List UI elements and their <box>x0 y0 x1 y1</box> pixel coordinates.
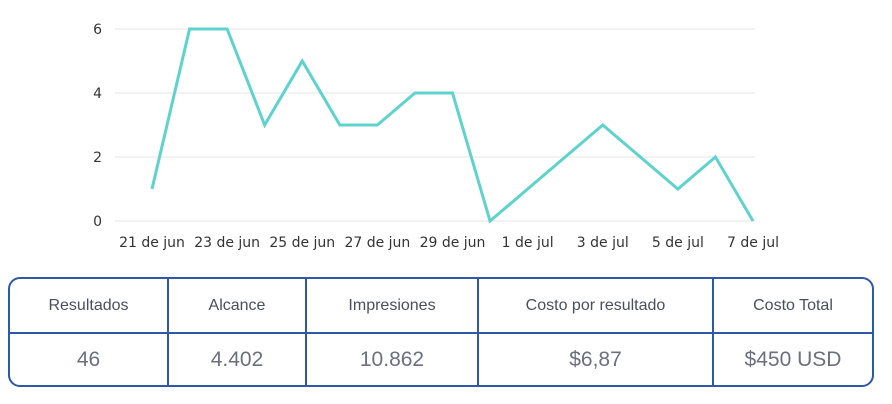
x-tick-label: 3 de jul <box>577 235 629 251</box>
metric-resultados: Resultados 46 <box>10 279 169 385</box>
y-tick-label: 6 <box>93 22 102 38</box>
results-line-chart: 0 2 4 6 21 de jun 23 de jun 25 de jun 27 de ju… <box>93 22 779 251</box>
metric-alcance-label: Alcance <box>169 279 305 334</box>
metric-costo-por-resultado-value: $6,87 <box>569 347 622 371</box>
metric-alcance: Alcance 4.402 <box>169 279 307 385</box>
y-tick-label: 4 <box>93 86 102 102</box>
chart-grid <box>115 28 755 222</box>
y-tick-label: 2 <box>93 150 102 166</box>
metric-costo-total: Costo Total $450 USD <box>714 279 872 385</box>
x-axis-ticks: 21 de jun 23 de jun 25 de jun 27 de jun 29 d… <box>119 235 779 251</box>
x-tick-label: 27 de jun <box>344 235 410 251</box>
metric-impresiones: Impresiones 10.862 <box>307 279 479 385</box>
y-tick-label: 0 <box>93 214 102 230</box>
metric-impresiones-value: 10.862 <box>359 347 425 371</box>
x-tick-label: 29 de jun <box>420 235 486 251</box>
metric-costo-por-resultado: Costo por resultado $6,87 <box>479 279 714 385</box>
metric-impresiones-label: Impresiones <box>307 279 477 334</box>
metric-resultados-label: Resultados <box>10 279 167 334</box>
series-line-0 <box>150 27 755 224</box>
chart-series <box>150 27 755 224</box>
campaign-metrics-table: Resultados 46 Alcance 4.402 Impresiones … <box>8 277 874 387</box>
y-axis-ticks: 0 2 4 6 <box>93 22 102 230</box>
metric-costo-total-label: Costo Total <box>714 279 872 334</box>
x-tick-label: 23 de jun <box>194 235 260 251</box>
x-tick-label: 21 de jun <box>119 235 185 251</box>
metric-resultados-value: 46 <box>76 347 101 371</box>
metric-alcance-value: 4.402 <box>210 347 264 371</box>
x-tick-label: 25 de jun <box>269 235 335 251</box>
metric-costo-total-value: $450 USD <box>744 347 842 371</box>
metric-costo-por-resultado-label: Costo por resultado <box>479 279 712 334</box>
x-tick-label: 7 de jul <box>727 235 779 251</box>
x-tick-label: 5 de jul <box>652 235 704 251</box>
x-tick-label: 1 de jul <box>502 235 554 251</box>
